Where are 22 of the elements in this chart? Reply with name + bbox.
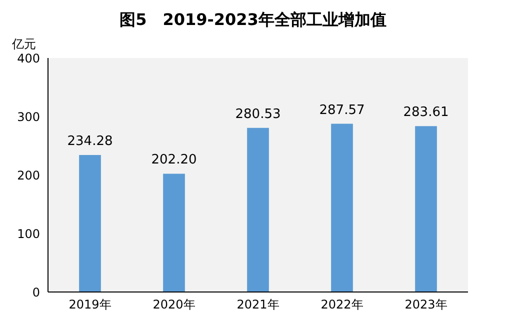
bar bbox=[79, 154, 101, 292]
data-label: 202.20 bbox=[151, 152, 197, 168]
x-tick-label: 2019年 bbox=[68, 298, 112, 312]
x-tick-label: 2022年 bbox=[320, 298, 364, 312]
data-label: 283.61 bbox=[403, 105, 449, 120]
bar bbox=[247, 128, 269, 292]
bar bbox=[415, 126, 437, 292]
y-axis-title: 亿元 bbox=[12, 36, 36, 53]
x-tick-label: 2020年 bbox=[152, 298, 196, 312]
bar bbox=[331, 124, 353, 292]
y-tick-label: 400 bbox=[17, 51, 40, 66]
chart-title: 图5 2019-2023年全部工业增加值 bbox=[118, 9, 388, 31]
y-tick-label: 100 bbox=[17, 226, 40, 241]
data-label: 234.28 bbox=[67, 134, 113, 149]
bar bbox=[163, 174, 185, 292]
y-tick-label: 0 bbox=[32, 285, 40, 300]
y-tick-label: 200 bbox=[17, 168, 40, 182]
x-tick-label: 2021年 bbox=[236, 298, 280, 312]
x-tick-label: 2023年 bbox=[404, 298, 448, 312]
data-label: 280.53 bbox=[235, 106, 281, 122]
data-label: 287.57 bbox=[319, 102, 365, 118]
y-tick-label: 300 bbox=[17, 110, 40, 124]
